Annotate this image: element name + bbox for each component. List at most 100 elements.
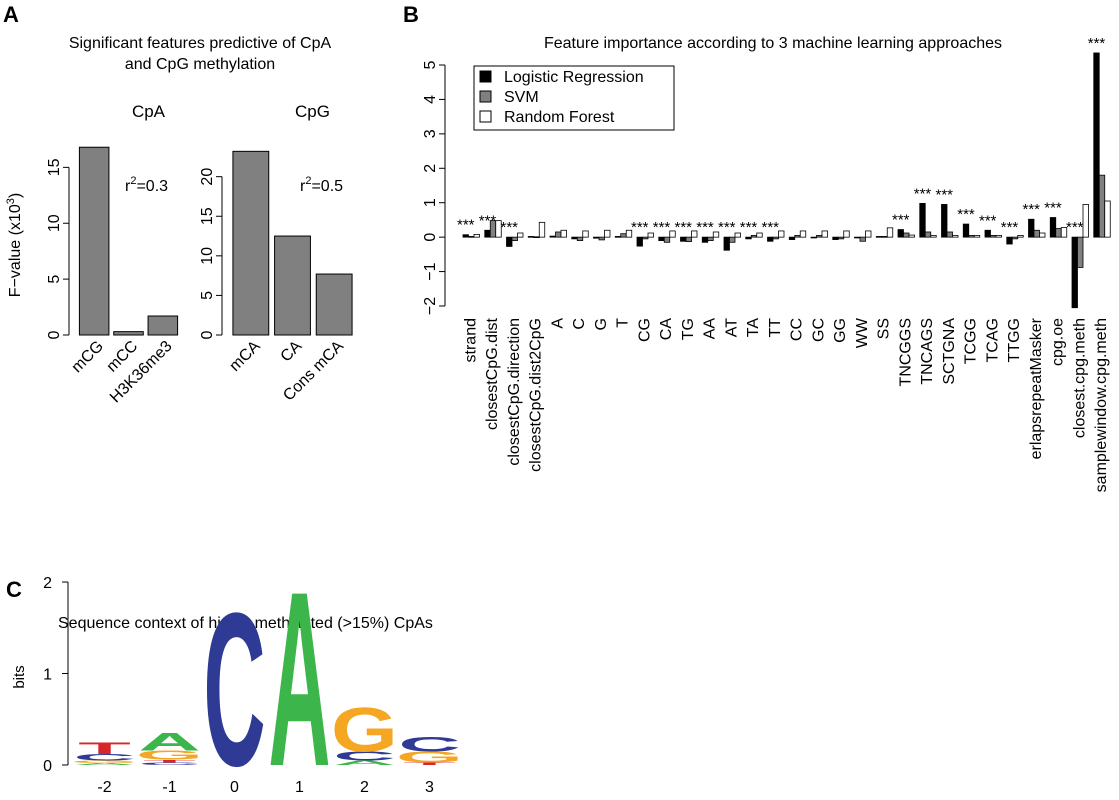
feature-label: AT — [723, 318, 740, 337]
feature-label: samplewindow.cpg.meth — [1093, 318, 1110, 492]
feature-label: TNCGGS — [897, 318, 914, 386]
feature-label: closestCpG.dist — [484, 317, 501, 430]
bar — [1093, 52, 1100, 238]
bar — [799, 230, 807, 238]
b-y-tick-label: 1 — [422, 198, 439, 207]
significance-marker: *** — [653, 219, 671, 236]
significance-marker: *** — [500, 219, 518, 236]
category-label: mCG — [69, 338, 107, 376]
bar — [701, 236, 709, 243]
r-squared-annotation: r2=0.3 — [125, 175, 168, 195]
b-y-tick-label: −1 — [422, 262, 439, 280]
bar — [658, 236, 665, 241]
position-label: -2 — [97, 779, 111, 796]
legend-label: Logistic Regression — [504, 69, 644, 86]
logo-letter: A — [268, 540, 330, 800]
bar — [723, 236, 730, 251]
bar — [576, 236, 584, 241]
bar — [832, 236, 839, 240]
bar — [620, 233, 627, 238]
bar — [113, 331, 144, 336]
logo-letter: T — [403, 762, 456, 766]
bar — [647, 232, 654, 238]
significance-marker: *** — [935, 186, 953, 203]
bar — [729, 236, 736, 243]
r-squared-annotation: r2=0.5 — [300, 175, 343, 195]
feature-label: erlapsrepeatMasker — [1028, 317, 1045, 459]
bar — [1006, 236, 1013, 245]
feature-label: A — [549, 318, 566, 329]
category-label: mCA — [226, 338, 263, 375]
bar — [614, 236, 622, 238]
bar — [484, 229, 491, 238]
bar — [663, 236, 671, 243]
b-y-tick-label: 5 — [422, 60, 439, 69]
logo-letter: C — [398, 732, 460, 756]
bar — [555, 231, 562, 238]
significance-marker: *** — [1044, 200, 1062, 217]
bar — [669, 230, 676, 238]
bar — [859, 236, 866, 242]
b-y-tick-label: −2 — [422, 297, 439, 315]
y-tick-label: 10 — [199, 247, 216, 265]
significance-marker: *** — [1001, 219, 1019, 236]
bar — [506, 236, 513, 247]
bar — [778, 230, 785, 238]
logo-y-tick-label: 2 — [43, 575, 52, 592]
bar — [952, 235, 959, 238]
bar — [810, 236, 817, 239]
bar — [962, 223, 970, 238]
logo-letter: C — [203, 569, 265, 800]
bar — [767, 236, 774, 242]
feature-label: TG — [680, 318, 697, 340]
significance-marker: *** — [761, 219, 779, 236]
significance-marker: *** — [914, 185, 932, 202]
bar — [598, 236, 605, 241]
panel-c: C Sequence context of highly methylated … — [6, 540, 463, 800]
panel-a-title-line2: and CpG methylation — [125, 56, 275, 73]
significance-marker: *** — [696, 219, 714, 236]
logo-y-tick-label: 1 — [43, 667, 52, 684]
bar — [1049, 217, 1057, 238]
category-label: CA — [278, 338, 306, 366]
feature-label: closest.cpg.meth — [1071, 318, 1088, 438]
logo-letter: G — [331, 695, 398, 766]
panel-a: A Significant features predictive of CpA… — [3, 2, 353, 406]
bar — [745, 236, 752, 240]
bar — [538, 221, 546, 238]
feature-label: TCAG — [984, 318, 1001, 362]
bar — [549, 235, 556, 238]
position-label: 0 — [230, 779, 239, 796]
feature-label: TT — [767, 318, 784, 338]
bar — [625, 229, 633, 238]
position-label: 1 — [295, 779, 304, 796]
feature-importance-chart: −2 −1 0 1 2 3 4 5 *** strand *** closestCpG.dist ***… — [422, 35, 1111, 492]
y-tick-label: 5 — [46, 275, 63, 284]
bar — [886, 227, 894, 238]
bar — [707, 236, 714, 241]
bar — [582, 230, 589, 238]
panel-a-ylabel: F−value (x103) — [5, 193, 24, 297]
bar — [232, 150, 270, 336]
bar — [1071, 236, 1078, 309]
logo-letter: A — [138, 728, 200, 756]
panel-b-title: Feature importance according to 3 machin… — [544, 35, 1002, 52]
legend-swatch — [479, 90, 492, 103]
significance-marker: *** — [1066, 219, 1084, 236]
bar — [816, 235, 823, 238]
logo-letter: C — [73, 752, 135, 762]
y-tick-label: 15 — [46, 158, 63, 176]
bar — [571, 236, 578, 240]
panel-c-title: Sequence context of highly methylated (>… — [58, 615, 433, 632]
bar — [837, 236, 845, 240]
feature-label: G — [593, 318, 610, 330]
bar — [897, 229, 904, 238]
bar — [642, 236, 649, 240]
y-tick-label: 0 — [46, 330, 63, 339]
bar — [1060, 227, 1068, 238]
feature-label: TNCAGS — [919, 318, 936, 385]
feature-label: closestCpG.dist2CpG — [528, 318, 545, 472]
significance-marker: *** — [1022, 201, 1040, 218]
logo-letter: A — [333, 759, 395, 766]
bar — [865, 230, 872, 238]
